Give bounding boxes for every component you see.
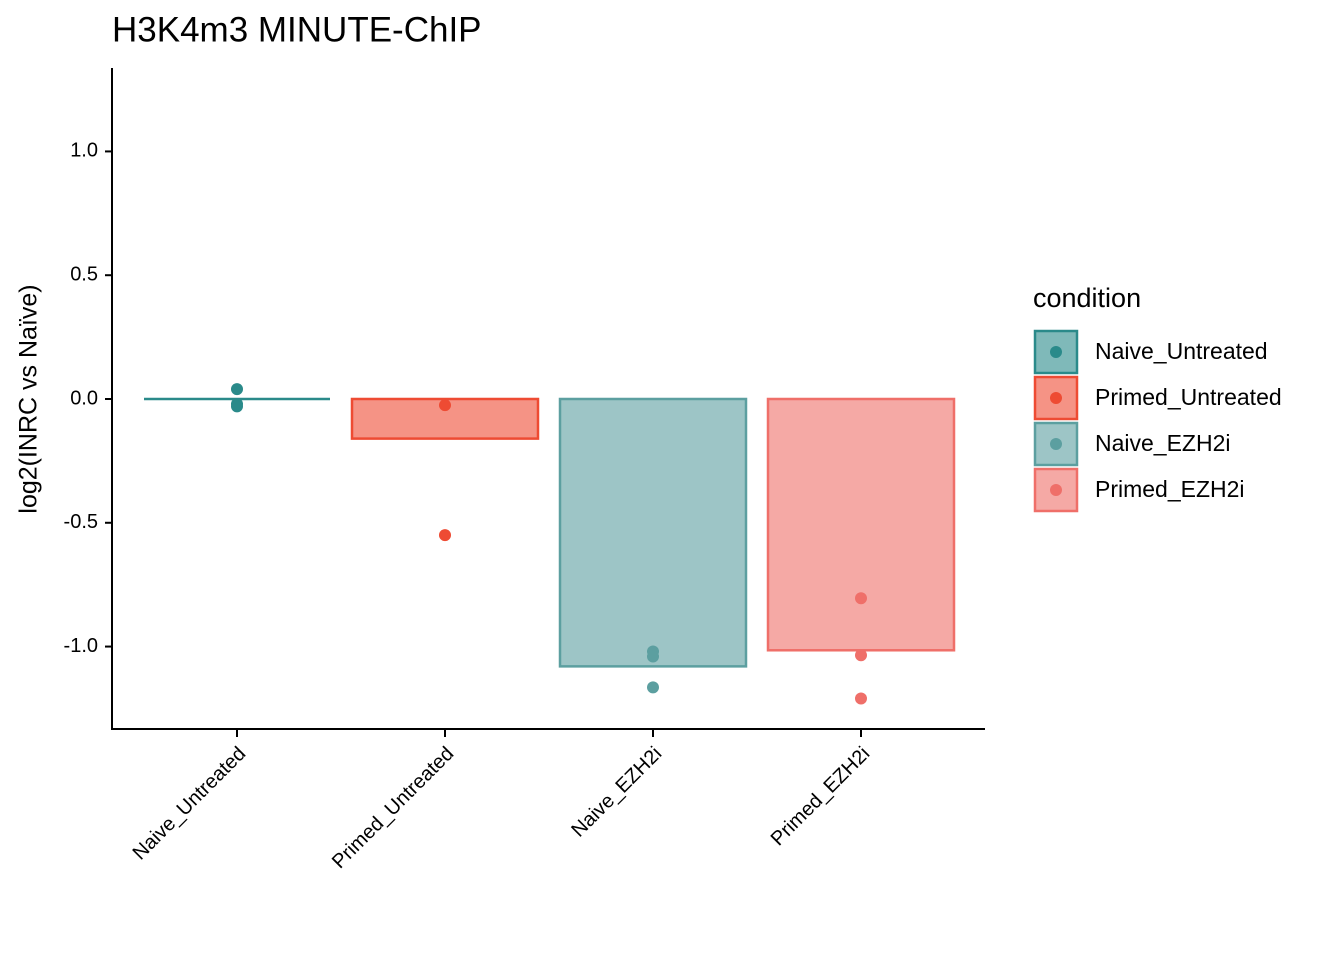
data-point bbox=[855, 692, 867, 705]
y-tick-label: 0.0 bbox=[70, 387, 98, 409]
legend-dot bbox=[1050, 438, 1062, 450]
legend-label: Naive_Untreated bbox=[1095, 338, 1268, 364]
data-point bbox=[647, 681, 659, 694]
x-tick-label: Naive_Untreated bbox=[129, 743, 251, 865]
data-point bbox=[855, 592, 867, 605]
data-point bbox=[231, 400, 243, 413]
y-tick-label: -1.0 bbox=[64, 635, 98, 657]
legend-label: Primed_Untreated bbox=[1095, 384, 1282, 410]
data-point bbox=[647, 650, 659, 663]
legend-title: condition bbox=[1033, 283, 1141, 313]
legend-key bbox=[1033, 421, 1079, 467]
legend-label: Naive_EZH2i bbox=[1095, 430, 1231, 456]
bar bbox=[766, 397, 956, 652]
data-point bbox=[439, 529, 451, 542]
y-tick-label: 0.5 bbox=[70, 263, 98, 285]
legend-dot bbox=[1050, 346, 1062, 358]
x-tick-label: Naive_EZH2i bbox=[567, 743, 666, 842]
x-tick-label: Primed_EZH2i bbox=[767, 743, 875, 851]
legend-label: Primed_EZH2i bbox=[1095, 476, 1245, 502]
data-point bbox=[855, 649, 867, 662]
chart-title: H3K4m3 MINUTE-ChIP bbox=[112, 10, 482, 49]
y-axis-label: log2(INRC vs Naïve) bbox=[15, 284, 43, 513]
legend-key bbox=[1033, 467, 1079, 513]
legend-dot bbox=[1050, 392, 1062, 404]
data-point bbox=[231, 383, 243, 396]
legend-dot bbox=[1050, 484, 1062, 496]
x-tick-label: Primed_Untreated bbox=[328, 743, 458, 873]
data-point bbox=[439, 399, 451, 412]
y-tick-label: -0.5 bbox=[64, 511, 98, 533]
y-tick-label: 1.0 bbox=[70, 140, 98, 162]
bar bbox=[350, 397, 540, 440]
bar bbox=[558, 397, 748, 668]
